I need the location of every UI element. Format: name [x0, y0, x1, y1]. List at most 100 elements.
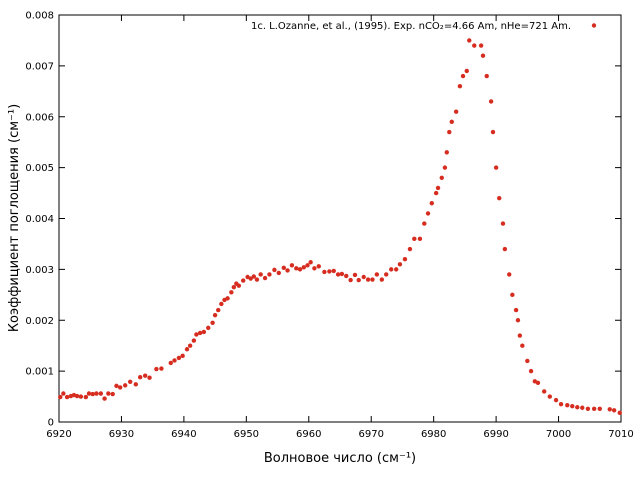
- point: [176, 355, 182, 361]
- point: [322, 269, 327, 275]
- point: [301, 265, 306, 270]
- point: [281, 265, 286, 271]
- point: [356, 277, 361, 283]
- point: [517, 333, 523, 338]
- point: [219, 301, 224, 307]
- point: [64, 394, 70, 400]
- point: [397, 262, 403, 267]
- point: [142, 373, 148, 378]
- point: [236, 283, 242, 288]
- point: [502, 246, 508, 252]
- point: [348, 277, 353, 283]
- x-tick-label: 7000: [546, 429, 571, 440]
- point: [267, 272, 272, 277]
- x-tick-label: 6980: [421, 429, 446, 440]
- y-tick-label: 0.001: [25, 367, 54, 378]
- point: [553, 397, 559, 403]
- y-tick-label: 0.004: [25, 214, 54, 225]
- point: [254, 277, 260, 282]
- x-tick-label: 6950: [234, 429, 259, 440]
- point: [251, 274, 257, 279]
- y-tick-label: 0.005: [25, 163, 54, 174]
- legend-label: 1c. L.Ozanne, et al., (1995). Exp. nCO₂=…: [251, 21, 571, 32]
- point: [370, 277, 375, 282]
- x-tick-label: 6970: [358, 429, 383, 440]
- point: [493, 165, 499, 170]
- point: [374, 272, 380, 277]
- point: [191, 338, 197, 343]
- point: [389, 267, 394, 272]
- point: [547, 394, 553, 399]
- point: [507, 272, 512, 277]
- point: [361, 274, 366, 280]
- point: [147, 375, 152, 380]
- point: [90, 391, 95, 397]
- point: [305, 263, 310, 268]
- point: [316, 264, 321, 269]
- point: [248, 276, 253, 281]
- point: [412, 236, 417, 242]
- point: [206, 325, 211, 331]
- point: [611, 408, 617, 413]
- y-tick-label: 0.003: [25, 265, 54, 276]
- point: [449, 119, 454, 125]
- point: [365, 277, 371, 282]
- point: [133, 382, 139, 387]
- point: [444, 150, 449, 155]
- point: [580, 405, 585, 410]
- point: [439, 175, 444, 180]
- point: [272, 267, 277, 273]
- point: [565, 403, 570, 408]
- x-tick-label: 6920: [46, 429, 71, 440]
- point: [422, 221, 427, 226]
- point: [425, 211, 431, 216]
- y-tick-label: 0.008: [25, 11, 54, 22]
- point: [467, 38, 472, 43]
- point: [607, 407, 612, 412]
- point: [312, 266, 317, 271]
- point: [558, 401, 564, 407]
- point: [442, 165, 448, 170]
- point: [331, 268, 336, 274]
- point: [74, 393, 80, 399]
- point: [339, 271, 345, 277]
- point: [597, 406, 602, 411]
- x-tick-label: 6940: [171, 429, 196, 440]
- point: [83, 394, 89, 400]
- point: [241, 278, 246, 283]
- point: [490, 129, 496, 135]
- point: [352, 272, 358, 278]
- point: [535, 380, 541, 386]
- point: [172, 358, 177, 363]
- point: [384, 272, 389, 277]
- point: [225, 296, 230, 301]
- point: [110, 391, 115, 397]
- point: [258, 272, 263, 277]
- x-tick-label: 6930: [109, 429, 134, 440]
- point: [94, 391, 99, 396]
- point: [86, 391, 92, 396]
- point: [394, 267, 399, 272]
- point: [464, 68, 469, 74]
- point: [212, 312, 218, 318]
- point: [472, 43, 477, 48]
- point: [294, 266, 299, 271]
- point: [513, 307, 519, 313]
- point: [194, 332, 199, 337]
- point: [61, 391, 66, 396]
- point: [285, 268, 290, 273]
- y-axis-label: Коэффициент поглощения (см⁻¹): [7, 104, 22, 332]
- point: [106, 391, 111, 396]
- point: [525, 358, 530, 364]
- point: [327, 269, 332, 274]
- y-tick-label: 0.006: [25, 112, 54, 123]
- x-tick-label: 6960: [296, 429, 321, 440]
- point: [429, 201, 434, 206]
- point: [453, 109, 459, 114]
- point: [58, 394, 63, 400]
- point: [114, 383, 119, 389]
- point: [435, 185, 441, 191]
- point: [417, 236, 423, 242]
- point: [159, 366, 164, 371]
